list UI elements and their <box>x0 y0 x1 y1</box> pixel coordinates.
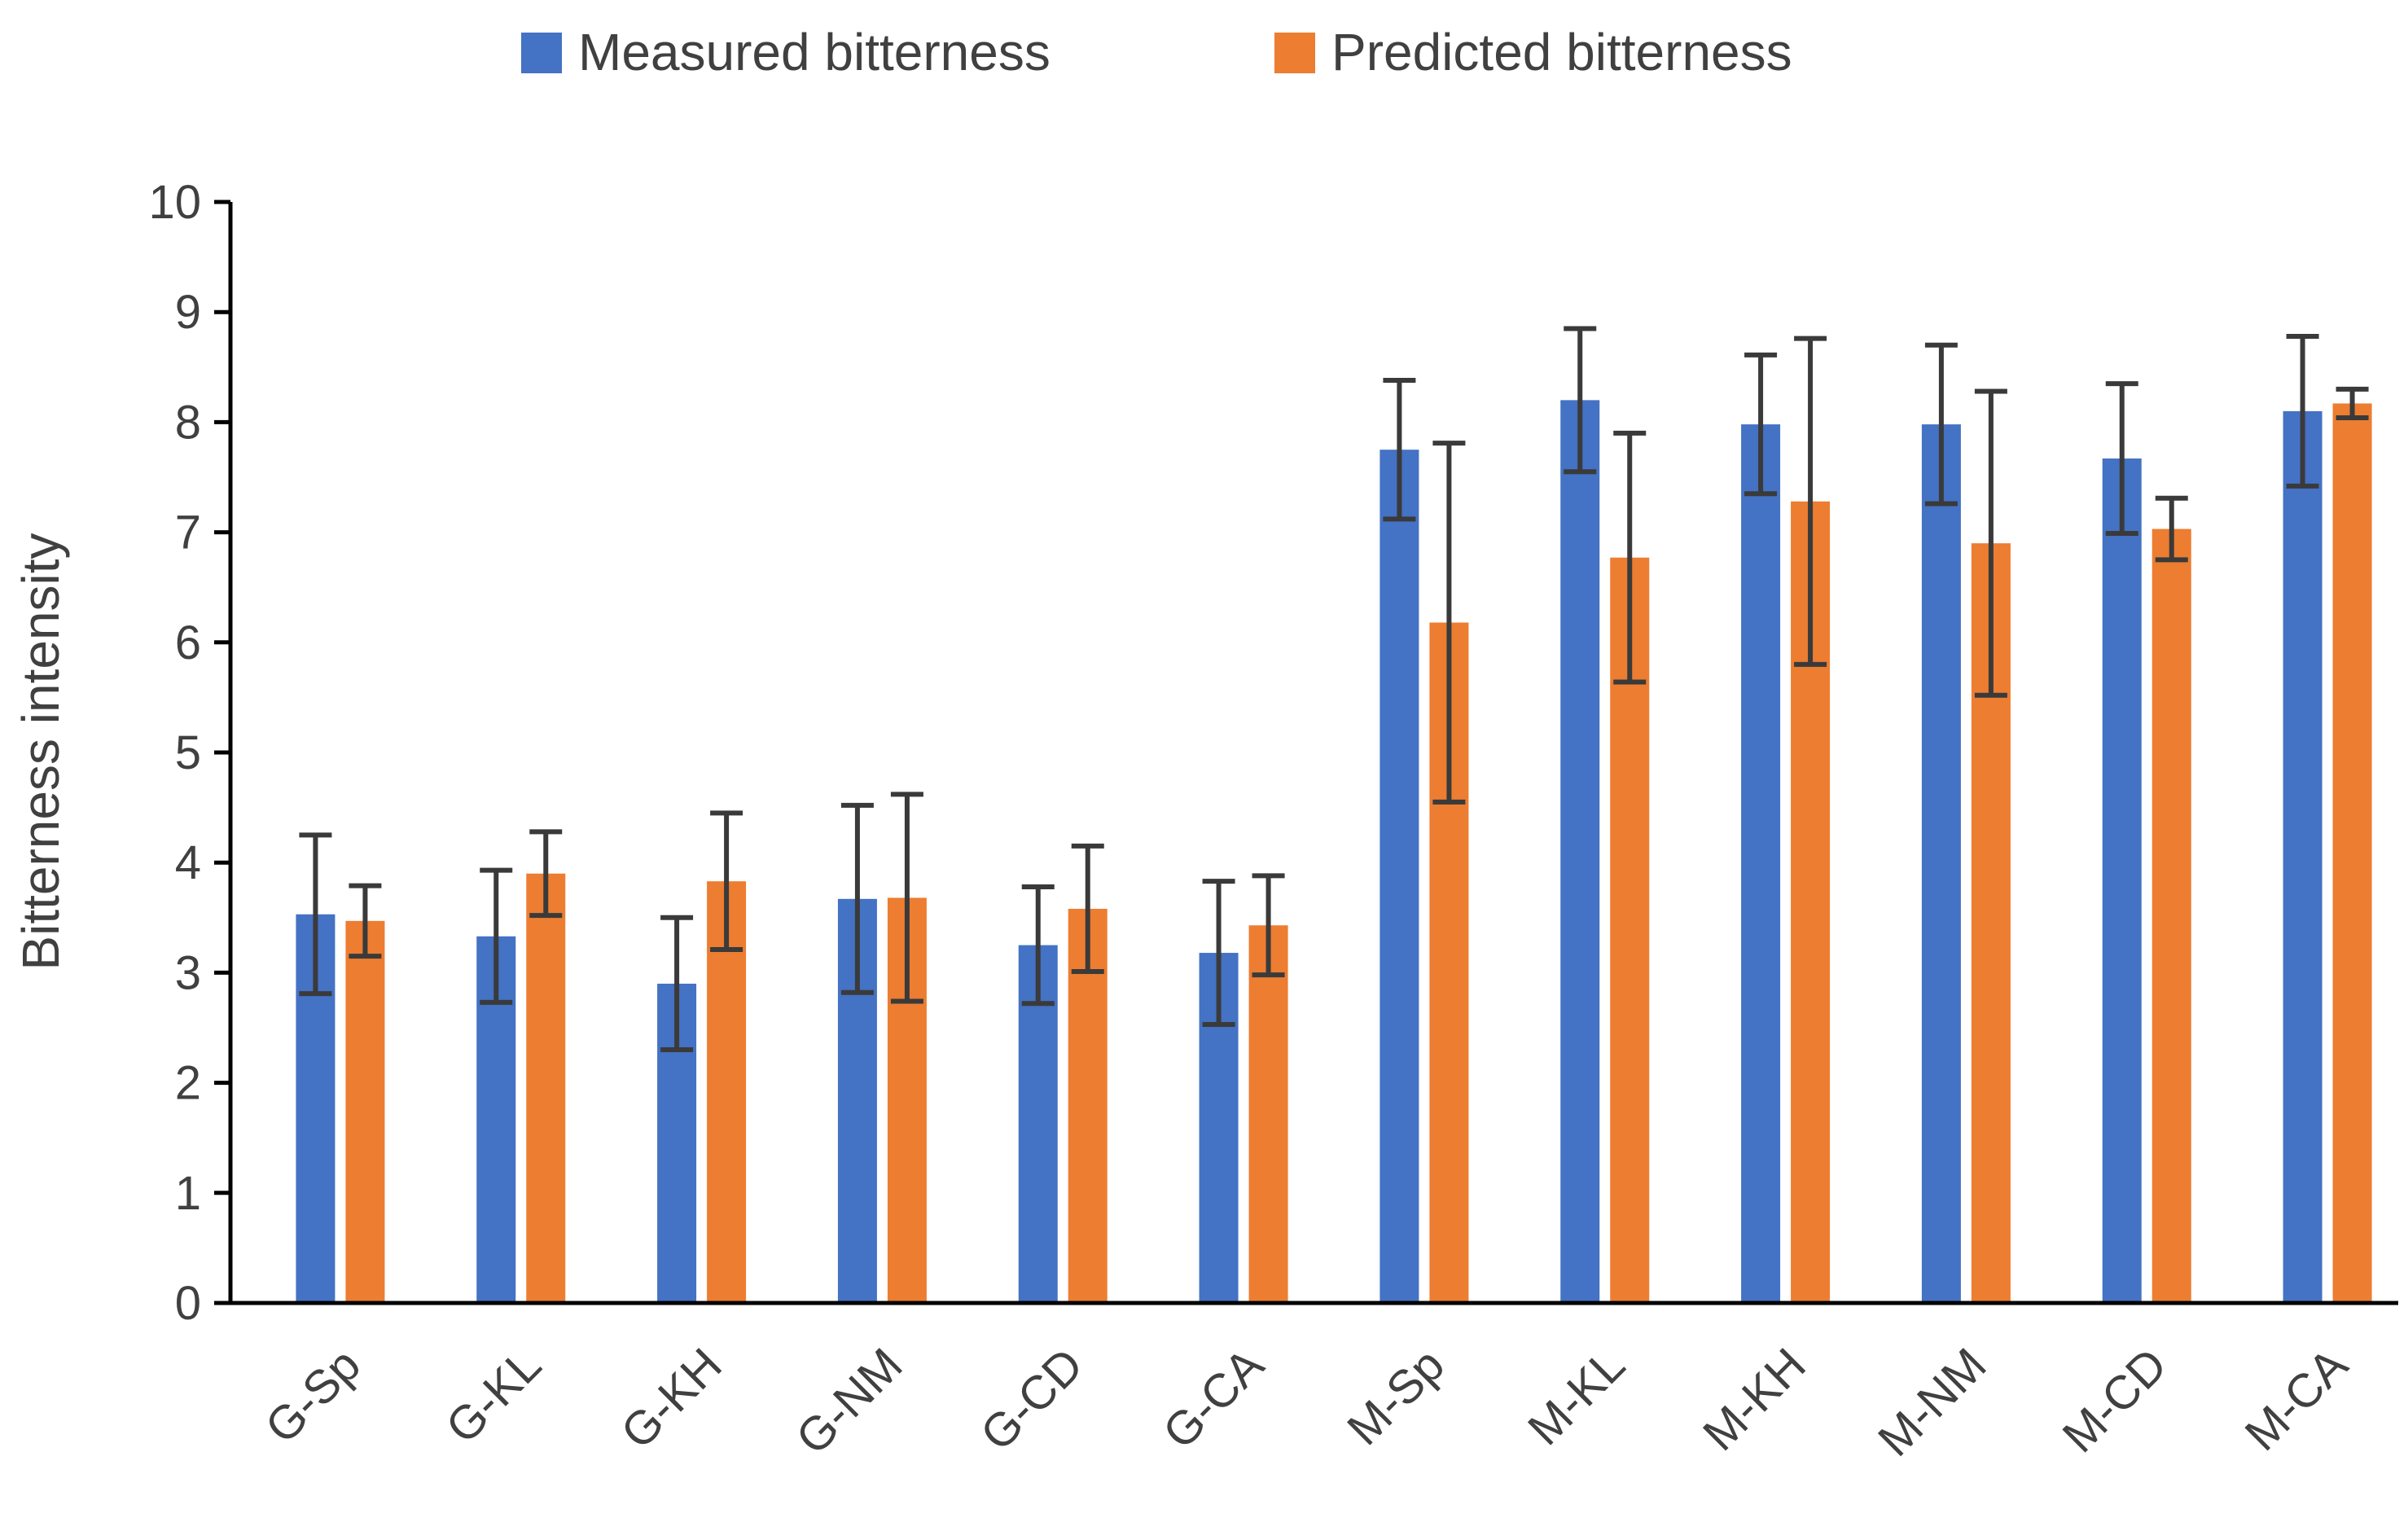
bar-measured-m-sp <box>1379 450 1419 1304</box>
x-tick-label: G-Sp <box>255 1338 371 1454</box>
x-tick-label: G-KL <box>436 1338 551 1454</box>
x-tick-label: M-NM <box>1868 1338 1997 1467</box>
bar-predicted-g-cd <box>1068 908 1108 1303</box>
bar-predicted-m-cd <box>2151 529 2191 1303</box>
bar-predicted-m-ca <box>2332 403 2372 1303</box>
x-tick-label: M-KL <box>1518 1338 1635 1455</box>
x-tick-label: M-CD <box>2052 1338 2177 1463</box>
y-axis: 0 1 2 3 4 5 6 7 8 9 10 <box>148 176 233 1330</box>
legend-swatch-measured <box>521 33 562 73</box>
y-tick-label: 0 <box>175 1277 201 1330</box>
bar-measured-m-cd <box>2102 458 2142 1303</box>
y-tick-label: 7 <box>175 507 201 559</box>
y-tick-label: 10 <box>148 176 201 229</box>
x-tick-label: G-CD <box>971 1338 1094 1461</box>
x-tick-label: G-KH <box>611 1338 731 1459</box>
legend-label-measured: Measured bitterness <box>578 23 1050 81</box>
y-tick-label: 3 <box>175 946 201 999</box>
legend-label-predicted: Predicted bitterness <box>1331 23 1792 81</box>
x-tick-label: M-KH <box>1693 1338 1816 1461</box>
x-tick-label: G-NM <box>786 1338 912 1464</box>
y-tick-label: 8 <box>175 396 201 449</box>
x-tick-label: G-CA <box>1153 1338 1274 1459</box>
legend: Measured bitterness Predicted bitterness <box>521 23 1792 81</box>
x-tick-label: M-Sp <box>1337 1338 1454 1455</box>
bar-measured-m-ca <box>2283 410 2322 1303</box>
x-axis: G-Sp G-KL G-KH G-NM G-CD G-CA M-Sp M-KL M-KH M-NM… <box>230 1301 2398 1467</box>
bar-predicted-g-sp <box>345 920 385 1303</box>
y-tick-label: 4 <box>175 836 201 889</box>
y-tick-label: 5 <box>175 726 201 779</box>
bar-measured-m-kl <box>1560 400 1600 1303</box>
legend-swatch-predicted <box>1274 33 1315 73</box>
y-axis-title: Bitterness intensity <box>11 533 70 970</box>
y-tick-label: 6 <box>175 616 201 669</box>
x-tick-label: M-CA <box>2235 1338 2358 1461</box>
bar-measured-m-nm <box>1921 424 1961 1303</box>
y-tick-label: 9 <box>175 286 201 339</box>
error-bars <box>299 326 2369 1053</box>
y-tick-label: 1 <box>175 1167 201 1220</box>
bar-predicted-g-ca <box>1248 925 1288 1303</box>
bar-predicted-g-kl <box>526 873 566 1303</box>
bars <box>296 400 2372 1304</box>
y-tick-label: 2 <box>175 1057 201 1110</box>
bar-measured-m-kh <box>1741 424 1781 1303</box>
